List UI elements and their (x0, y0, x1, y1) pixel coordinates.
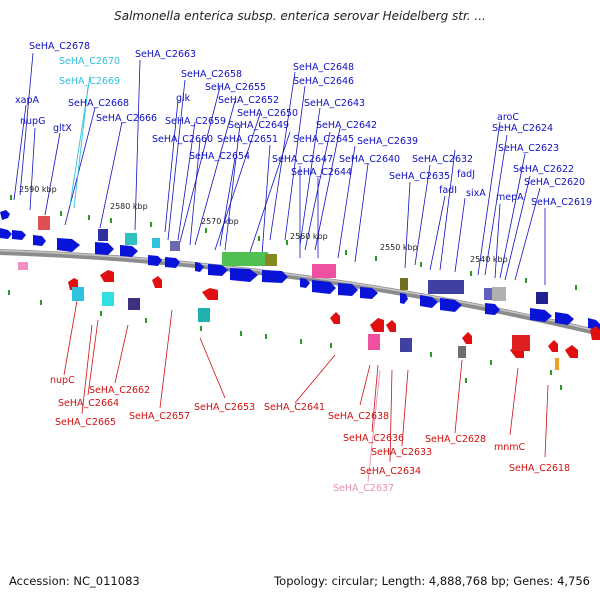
label-sehac2628: SeHA_C2628 (425, 434, 486, 445)
gene-boxes (18, 216, 559, 370)
label-sehac2641: SeHA_C2641 (264, 402, 325, 413)
label-sehac2660: SeHA_C2660 (152, 134, 213, 145)
label-nupc: nupC (50, 375, 75, 386)
gene-box-slate (170, 241, 180, 251)
scale-label-2570: 2570 kbp (201, 217, 239, 226)
label-sehac2618: SeHA_C2618 (509, 463, 570, 474)
label-sehac2645: SeHA_C2645 (293, 134, 354, 145)
label-sehac2664: SeHA_C2664 (58, 398, 119, 409)
label-sehac2643: SeHA_C2643 (304, 98, 365, 109)
gene-box-grey (492, 287, 506, 301)
label-mnmc: mnmC (494, 442, 526, 453)
label-sehac2663: SeHA_C2663 (135, 49, 196, 60)
gene-box-orange (555, 358, 559, 370)
gene-box-indigo (98, 229, 108, 241)
label-glk: glk (176, 93, 191, 104)
gene-box-teal (125, 233, 137, 245)
label-sehac2644: SeHA_C2644 (291, 167, 352, 178)
label-sehac2678: SeHA_C2678 (29, 41, 90, 52)
scale-label-2580: 2580 kbp (110, 202, 148, 211)
label-sehac2636: SeHA_C2636 (343, 433, 404, 444)
label-sehac2635: SeHA_C2635 (389, 171, 450, 182)
label-sehac2654: SeHA_C2654 (189, 151, 250, 162)
bottom-leaders (63, 294, 549, 463)
label-sehac2639: SeHA_C2639 (357, 136, 418, 147)
label-sehac2647: SeHA_C2647 (272, 154, 333, 165)
label-sehac2634: SeHA_C2634 (360, 466, 421, 477)
label-sehac2633: SeHA_C2633 (371, 447, 432, 458)
label-sehac2653: SeHA_C2653 (194, 402, 255, 413)
scale-label-2590: 2590 kbp (19, 185, 57, 194)
gene-box-green (222, 252, 268, 266)
gene-box-crimson (512, 335, 530, 351)
label-sehac2648: SeHA_C2648 (293, 62, 354, 73)
gene-box-cyan (152, 238, 160, 248)
label-sehac2646: SeHA_C2646 (293, 76, 354, 87)
label-sehac2637: SeHA_C2637 (333, 483, 394, 494)
label-sehac2619: SeHA_C2619 (531, 197, 592, 208)
gene-box-aqua (102, 292, 114, 306)
label-sehac2669: SeHA_C2669 (59, 76, 120, 87)
gene-box-teal-2 (198, 308, 210, 322)
top-labels: SeHA_C2678 SeHA_C2670 SeHA_C2669 xapA nu… (15, 41, 592, 208)
label-nupg: nupG (20, 116, 45, 127)
label-sehac2632: SeHA_C2632 (412, 154, 473, 165)
label-sehac2649: SeHA_C2649 (228, 120, 289, 131)
label-sehac2623: SeHA_C2623 (498, 143, 559, 154)
topology-text: Topology: circular; Length: 4,888,768 bp… (274, 574, 590, 588)
label-gltx: gltX (53, 123, 72, 134)
gene-box-navy (536, 292, 548, 304)
label-fadi: fadI (439, 185, 457, 196)
label-sehac2662: SeHA_C2662 (89, 385, 150, 396)
gene-box-cyan-2 (72, 287, 84, 301)
label-fadj: fadJ (457, 169, 475, 180)
label-sehac2659: SeHA_C2659 (165, 116, 226, 127)
label-sehac2650: SeHA_C2650 (237, 108, 298, 119)
scale-label-2560: 2560 kbp (290, 232, 328, 241)
gene-box-purple (428, 280, 464, 294)
track-tick-marks (8, 195, 577, 390)
accession-text: Accession: NC_011083 (9, 574, 140, 588)
map-title: Salmonella enterica subsp. enterica sero… (114, 9, 486, 23)
genome-backbone (0, 249, 600, 336)
gene-box-violet (128, 298, 140, 310)
label-sehac2624: SeHA_C2624 (492, 123, 553, 134)
label-sehac2655: SeHA_C2655 (205, 82, 266, 93)
gene-box-rose (18, 262, 28, 270)
label-sehac2622: SeHA_C2622 (513, 164, 574, 175)
scale-label-2540: 2540 kbp (470, 255, 508, 264)
label-sehac2666: SeHA_C2666 (96, 113, 157, 124)
label-sixa: sixA (466, 188, 486, 199)
label-sehac2670: SeHA_C2670 (59, 56, 120, 67)
gene-box-lavender (484, 288, 492, 300)
label-sehac2658: SeHA_C2658 (181, 69, 242, 80)
gene-box-dark-grey (458, 346, 466, 358)
scale-label-2550: 2550 kbp (380, 243, 418, 252)
label-sehac2652: SeHA_C2652 (218, 95, 279, 106)
gene-box-olive (265, 254, 277, 266)
label-sehac2640: SeHA_C2640 (339, 154, 400, 165)
bottom-labels: nupC SeHA_C2662 SeHA_C2664 SeHA_C2665 Se… (50, 375, 570, 494)
label-sehac2620: SeHA_C2620 (524, 177, 585, 188)
gene-box-red (38, 216, 50, 230)
label-mepa: mepA (496, 192, 524, 203)
label-aroc: aroC (497, 112, 519, 123)
gene-box-blue-violet (400, 338, 412, 352)
gene-box-pink (312, 264, 336, 278)
label-sehac2638: SeHA_C2638 (328, 411, 389, 422)
label-sehac2642: SeHA_C2642 (316, 120, 377, 131)
label-sehac2668: SeHA_C2668 (68, 98, 129, 109)
gene-box-olive-2 (400, 278, 408, 290)
forward-genes (0, 210, 600, 330)
label-sehac2665: SeHA_C2665 (55, 417, 116, 428)
label-xapa: xapA (15, 95, 39, 106)
top-leaders (13, 52, 546, 285)
gene-box-magenta (368, 334, 380, 350)
label-sehac2651: SeHA_C2651 (217, 134, 278, 145)
label-sehac2657: SeHA_C2657 (129, 411, 190, 422)
